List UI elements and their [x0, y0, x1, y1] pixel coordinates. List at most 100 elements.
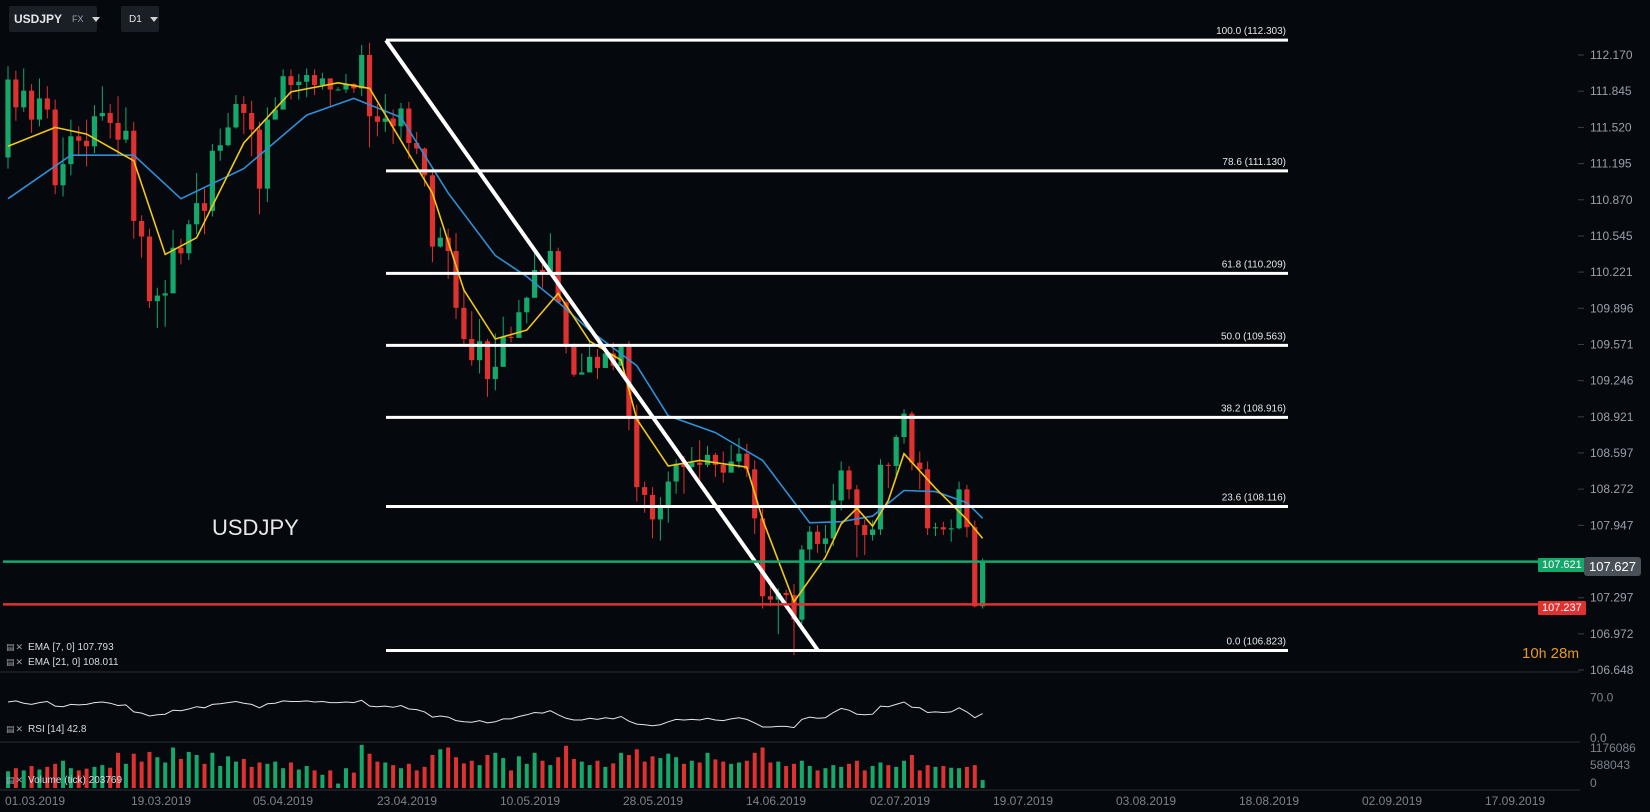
candle — [327, 78, 333, 107]
candle-body — [917, 462, 923, 470]
current-price-tag: 107.627 — [1584, 557, 1641, 576]
candle-body — [618, 346, 624, 366]
legend-ema-7[interactable]: ▤✕ EMA [7, 0] 107.793 — [6, 642, 114, 653]
candle-body — [36, 98, 43, 120]
candle-body — [139, 220, 145, 237]
candle — [91, 105, 98, 154]
candle-body — [539, 269, 546, 273]
candle — [21, 68, 27, 112]
candle — [461, 287, 467, 347]
candle — [304, 68, 310, 98]
candle — [822, 524, 829, 553]
chevron-down-icon — [91, 16, 100, 22]
candle — [217, 128, 223, 161]
candle-body — [5, 79, 11, 158]
candle-body — [52, 109, 58, 186]
volume-bar — [941, 766, 946, 788]
volume-bar — [689, 760, 694, 788]
volume-bar — [744, 760, 749, 788]
date-tick-label: 03.08.2019 — [1116, 794, 1176, 808]
price-tick-label: 111.520 — [1590, 120, 1632, 134]
volume-bar — [375, 761, 380, 788]
candle — [154, 287, 160, 328]
candle-body — [469, 339, 475, 361]
volume-bar — [894, 766, 899, 788]
fib-level-label: 50.0 (109.563) — [1221, 331, 1286, 342]
candle — [657, 497, 663, 541]
candle — [870, 520, 876, 541]
settings-close-icon[interactable]: ▤✕ — [6, 724, 25, 734]
candle — [799, 545, 805, 625]
candle-body — [728, 461, 734, 473]
legend-ema-21[interactable]: ▤✕ EMA [21, 0] 108.011 — [6, 657, 119, 668]
candle-body — [697, 462, 703, 465]
candle-body — [657, 504, 663, 520]
timeframe-selector[interactable]: D1 — [121, 6, 159, 32]
volume-bar — [100, 765, 105, 788]
volume-bar — [84, 768, 89, 788]
candle-body — [634, 418, 640, 488]
candle-body — [319, 78, 325, 86]
candle — [319, 72, 325, 90]
volume-bar — [29, 766, 34, 788]
price-tick-label: 108.921 — [1590, 410, 1634, 424]
volume-bar — [399, 768, 403, 788]
volume-bar — [123, 763, 128, 788]
volume-bar — [438, 749, 443, 788]
volume-bar — [493, 752, 498, 788]
volume-bar — [595, 760, 600, 788]
volume-bar — [768, 762, 773, 788]
settings-close-icon[interactable]: ▤✕ — [6, 642, 25, 652]
candle — [547, 233, 553, 274]
price-tick-label: 108.597 — [1590, 446, 1634, 460]
candle — [854, 484, 860, 558]
volume-bar — [902, 760, 907, 788]
legend-rsi[interactable]: ▤✕ RSI [14] 42.8 — [6, 724, 87, 735]
candle-body — [555, 251, 561, 303]
date-tick-label: 02.07.2019 — [870, 794, 930, 808]
volume-tick-label: 1176086 — [1590, 741, 1636, 755]
symbol-selector[interactable]: USDJPY FX — [9, 6, 100, 32]
price-tick-label: 112.170 — [1590, 48, 1633, 62]
chevron-down-icon — [149, 16, 158, 22]
volume-bar — [367, 753, 372, 788]
volume-bar — [642, 761, 647, 788]
volume-bar — [729, 763, 734, 788]
candle — [807, 526, 813, 561]
volume-pane: 1176086 588043 0 — [6, 741, 1636, 790]
candle-body — [437, 237, 443, 247]
volume-bar — [949, 767, 954, 788]
volume-bar — [477, 765, 482, 788]
volume-bar — [736, 762, 741, 788]
legend-volume[interactable]: ▤✕ Volume (tick) 203769 — [6, 775, 123, 786]
settings-close-icon[interactable]: ▤✕ — [6, 657, 25, 667]
volume-bar — [92, 766, 97, 788]
candle — [225, 112, 231, 147]
settings-close-icon[interactable]: ▤✕ — [6, 775, 25, 785]
volume-bar — [626, 755, 631, 788]
candle — [36, 78, 43, 127]
candle-body — [673, 463, 679, 482]
volume-bar — [532, 752, 537, 788]
volume-bar — [799, 760, 804, 788]
volume-bar — [281, 768, 286, 788]
date-tick-label: 23.04.2019 — [377, 794, 437, 808]
price-tick-label: 107.297 — [1590, 591, 1634, 605]
candle-body — [909, 413, 915, 463]
price-tag-green: 107.621 — [1538, 558, 1586, 572]
candle-body — [681, 463, 687, 468]
candle-body — [524, 297, 530, 313]
candle — [186, 219, 192, 260]
date-tick-label: 28.05.2019 — [623, 794, 683, 808]
candle — [68, 119, 74, 176]
candle — [162, 279, 168, 327]
volume-bar — [556, 757, 561, 788]
candle-body — [91, 116, 98, 147]
volume-bar — [878, 762, 883, 788]
candle-body — [602, 353, 608, 368]
price-tick-label: 108.272 — [1590, 482, 1634, 496]
candle-body — [280, 76, 286, 110]
candle — [201, 188, 208, 235]
price-tick-label: 111.845 — [1590, 84, 1632, 98]
